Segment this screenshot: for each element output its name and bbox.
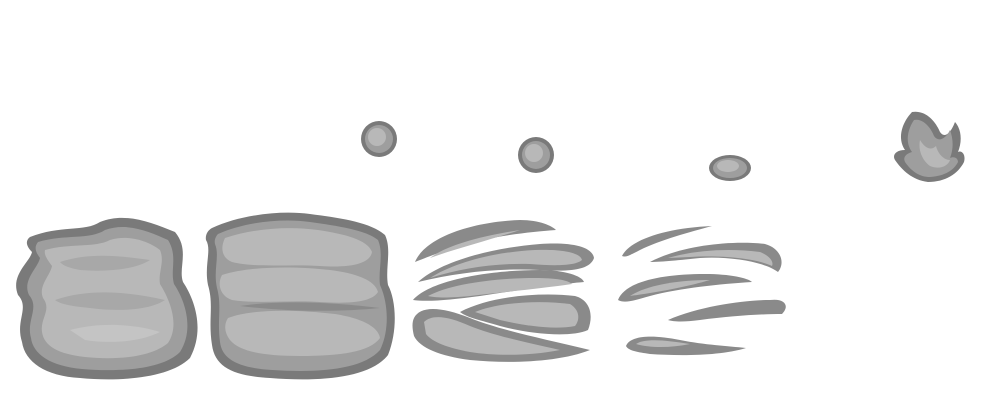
streak-inner xyxy=(430,230,520,258)
cloud-fold xyxy=(60,255,150,271)
streak-inner xyxy=(430,249,582,278)
wisp-inner xyxy=(636,340,690,347)
cloud-fold xyxy=(240,302,380,311)
frame-4-puff xyxy=(709,155,751,181)
cloud-layer-top xyxy=(222,228,372,267)
wisp xyxy=(622,226,712,257)
frame-3-puff xyxy=(518,137,554,173)
wisp-inner xyxy=(668,250,773,266)
streak-inner xyxy=(475,302,579,328)
flame-icon xyxy=(894,111,965,182)
streak xyxy=(415,220,556,262)
wisp-inner xyxy=(630,280,710,296)
wisp xyxy=(650,242,782,272)
cloud-fold xyxy=(70,324,160,342)
frame-4-smoke-wisps xyxy=(618,226,786,356)
frame-2-smoke-cloud xyxy=(205,212,395,380)
cloud-layer-mid xyxy=(219,267,378,303)
wisp xyxy=(626,336,746,356)
frame-3-smoke-streaks xyxy=(412,220,594,362)
streak-inner xyxy=(424,317,560,355)
frame-1-smoke-cloud xyxy=(16,217,198,380)
frame-2-puff xyxy=(361,121,397,157)
cloud-layer-low xyxy=(225,310,380,356)
cloud-fold xyxy=(55,292,165,310)
wisp xyxy=(668,299,786,322)
streak-inner xyxy=(428,278,572,298)
wisp xyxy=(618,274,752,302)
